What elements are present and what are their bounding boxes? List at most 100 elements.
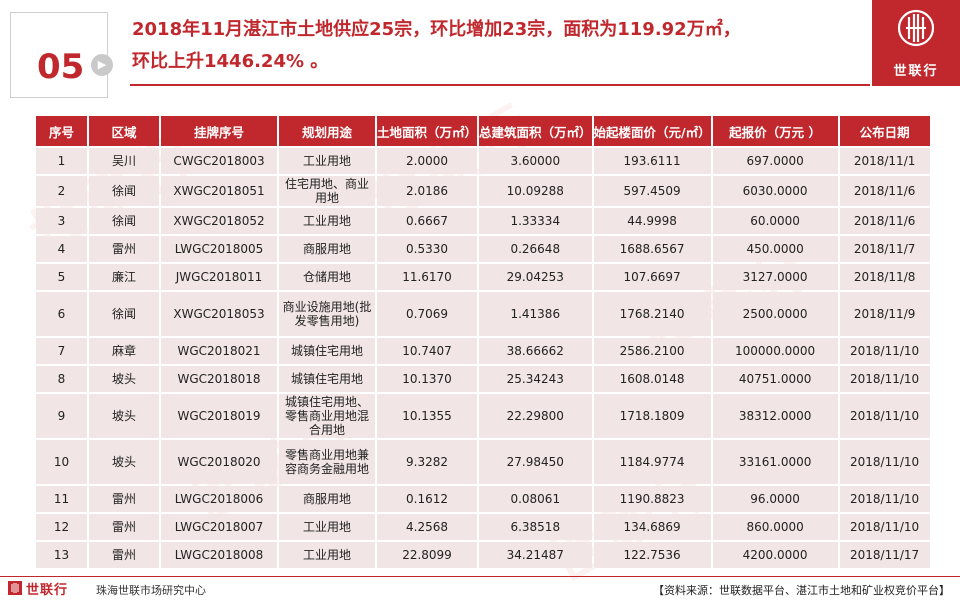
cell-land-area: 2.0186 [377, 176, 478, 206]
land-supply-table: 序号 区域 挂牌序号 规划用途 土地面积（万㎡） 总建筑面积（万㎡） 始起楼面价… [34, 114, 932, 570]
header-floor-area: 总建筑面积（万㎡） [479, 116, 592, 146]
cell-date: 2018/11/10 [839, 394, 930, 438]
cell-listing-no: LWGC2018008 [161, 542, 277, 568]
cell-start-price: 860.0000 [712, 514, 838, 540]
cell-listing-no: WGC2018018 [161, 366, 277, 392]
cell-start-price: 60.0000 [712, 208, 838, 234]
cell-index: 5 [36, 264, 87, 290]
brand-name: 世联行 [893, 64, 939, 79]
cell-date: 2018/11/6 [839, 208, 930, 234]
cell-index: 6 [36, 292, 87, 336]
cell-floor-area: 0.08061 [479, 486, 592, 512]
cell-usage: 工业用地 [279, 542, 375, 568]
cell-usage: 工业用地 [279, 148, 375, 174]
table-row: 9 坡头 WGC2018019 城镇住宅用地、零售商业用地混合用地 10.1355 22.… [36, 394, 930, 438]
cell-index: 4 [36, 236, 87, 262]
cell-floor-area: 27.98450 [479, 440, 592, 484]
title-divider [130, 84, 870, 86]
cell-listing-no: XWGC2018052 [161, 208, 277, 234]
brand-emblem-icon [897, 9, 935, 47]
cell-floor-price: 1768.2140 [593, 292, 711, 336]
play-arrow-icon: ▶ [91, 54, 113, 76]
cell-start-price: 4200.0000 [712, 542, 838, 568]
cell-listing-no: LWGC2018005 [161, 236, 277, 262]
cell-land-area: 11.6170 [377, 264, 478, 290]
cell-start-price: 697.0000 [712, 148, 838, 174]
cell-usage: 城镇住宅用地、零售商业用地混合用地 [279, 394, 375, 438]
cell-region: 麻章 [89, 338, 159, 364]
cell-floor-area: 29.04253 [479, 264, 592, 290]
cell-usage: 工业用地 [279, 208, 375, 234]
table-row: 6 徐闻 XWGC2018053 商业设施用地(批发零售用地) 0.7069 1.4138… [36, 292, 930, 336]
cell-floor-price: 134.6869 [593, 514, 711, 540]
cell-floor-price: 1718.1809 [593, 394, 711, 438]
cell-start-price: 96.0000 [712, 486, 838, 512]
cell-date: 2018/11/10 [839, 514, 930, 540]
cell-date: 2018/11/1 [839, 148, 930, 174]
page-title: 2018年11月湛江市土地供应25宗，环比增加23宗，面积为119.92万㎡， … [132, 14, 862, 78]
header-date: 公布日期 [839, 116, 930, 146]
cell-floor-price: 107.6697 [593, 264, 711, 290]
cell-land-area: 0.6667 [377, 208, 478, 234]
cell-start-price: 38312.0000 [712, 394, 838, 438]
cell-usage: 商服用地 [279, 236, 375, 262]
cell-region: 雷州 [89, 542, 159, 568]
title-line-1: 2018年11月湛江市土地供应25宗，环比增加23宗，面积为119.92万㎡， [132, 19, 741, 40]
table-header-row: 序号 区域 挂牌序号 规划用途 土地面积（万㎡） 总建筑面积（万㎡） 始起楼面价… [36, 116, 930, 146]
cell-usage: 商业设施用地(批发零售用地) [279, 292, 375, 336]
footer-source: 【资料来源：世联数据平台、湛江市土地和矿业权竞价平台】 [653, 584, 950, 597]
cell-land-area: 10.1355 [377, 394, 478, 438]
cell-listing-no: WGC2018021 [161, 338, 277, 364]
cell-land-area: 10.7407 [377, 338, 478, 364]
cell-index: 11 [36, 486, 87, 512]
cell-region: 坡头 [89, 366, 159, 392]
cell-usage: 商服用地 [279, 486, 375, 512]
cell-region: 廉江 [89, 264, 159, 290]
footer-brand: 世联行 [26, 583, 69, 598]
cell-index: 2 [36, 176, 87, 206]
table-row: 5 廉江 JWGC2018011 仓储用地 11.6170 29.04253 107.669… [36, 264, 930, 290]
cell-date: 2018/11/10 [839, 486, 930, 512]
cell-start-price: 3127.0000 [712, 264, 838, 290]
table-row: 12 雷州 LWGC2018007 工业用地 4.2568 6.38518 134.6869… [36, 514, 930, 540]
header-land-area: 土地面积（万㎡） [377, 116, 478, 146]
cell-usage: 工业用地 [279, 514, 375, 540]
cell-region: 坡头 [89, 394, 159, 438]
cell-floor-area: 38.66662 [479, 338, 592, 364]
table-row: 10 坡头 WGC2018020 零售商业用地兼容商务金融用地 9.3282 27.984… [36, 440, 930, 484]
cell-listing-no: LWGC2018006 [161, 486, 277, 512]
cell-usage: 仓储用地 [279, 264, 375, 290]
cell-floor-price: 193.6111 [593, 148, 711, 174]
cell-usage: 城镇住宅用地 [279, 338, 375, 364]
cell-date: 2018/11/17 [839, 542, 930, 568]
cell-region: 雷州 [89, 236, 159, 262]
header-floor-price: 始起楼面价（元/㎡） [593, 116, 711, 146]
cell-land-area: 10.1370 [377, 366, 478, 392]
cell-listing-no: CWGC2018003 [161, 148, 277, 174]
table-row: 4 雷州 LWGC2018005 商服用地 0.5330 0.26648 1688.6567… [36, 236, 930, 262]
cell-land-area: 2.0000 [377, 148, 478, 174]
cell-listing-no: WGC2018019 [161, 394, 277, 438]
cell-region: 徐闻 [89, 176, 159, 206]
cell-start-price: 40751.0000 [712, 366, 838, 392]
cell-floor-area: 0.26648 [479, 236, 592, 262]
brand-logo-block: 世联行 [872, 0, 960, 86]
cell-floor-price: 1184.9774 [593, 440, 711, 484]
cell-region: 雷州 [89, 486, 159, 512]
cell-date: 2018/11/10 [839, 366, 930, 392]
footer-divider [0, 576, 960, 577]
cell-land-area: 4.2568 [377, 514, 478, 540]
cell-date: 2018/11/9 [839, 292, 930, 336]
table-row: 7 麻章 WGC2018021 城镇住宅用地 10.7407 38.66662 2586.2… [36, 338, 930, 364]
cell-index: 9 [36, 394, 87, 438]
cell-index: 3 [36, 208, 87, 234]
cell-land-area: 0.7069 [377, 292, 478, 336]
table-row: 8 坡头 WGC2018018 城镇住宅用地 10.1370 25.34243 1608.0… [36, 366, 930, 392]
cell-date: 2018/11/8 [839, 264, 930, 290]
header-listing-no: 挂牌序号 [161, 116, 277, 146]
cell-floor-area: 34.21487 [479, 542, 592, 568]
cell-date: 2018/11/6 [839, 176, 930, 206]
cell-listing-no: XWGC2018051 [161, 176, 277, 206]
cell-floor-price: 122.7536 [593, 542, 711, 568]
cell-land-area: 0.1612 [377, 486, 478, 512]
